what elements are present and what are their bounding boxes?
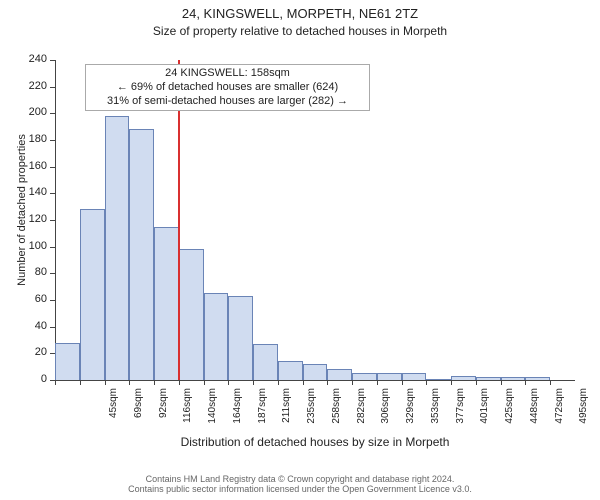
x-tick <box>451 380 452 385</box>
x-tick-label: 472sqm <box>554 388 565 438</box>
x-tick <box>550 380 551 385</box>
x-tick-label: 329sqm <box>405 388 416 438</box>
footer-line2: Contains public sector information licen… <box>0 484 600 494</box>
y-tick <box>50 273 55 274</box>
y-tick-label: 140 <box>15 186 47 198</box>
x-tick <box>154 380 155 385</box>
y-tick-label: 0 <box>15 373 47 385</box>
bar <box>154 227 179 380</box>
x-tick <box>278 380 279 385</box>
x-tick <box>55 380 56 385</box>
bar <box>426 379 451 380</box>
y-tick <box>50 193 55 194</box>
y-tick-label: 20 <box>15 346 47 358</box>
y-tick-label: 160 <box>15 160 47 172</box>
footer-line1: Contains HM Land Registry data © Crown c… <box>0 474 600 484</box>
y-tick-label: 60 <box>15 293 47 305</box>
y-tick-label: 180 <box>15 133 47 145</box>
y-tick <box>50 113 55 114</box>
x-axis-label: Distribution of detached houses by size … <box>55 435 575 449</box>
x-tick-label: 140sqm <box>207 388 218 438</box>
y-tick-label: 240 <box>15 53 47 65</box>
chart-container: 24, KINGSWELL, MORPETH, NE61 2TZ Size of… <box>0 0 600 500</box>
y-tick-label: 220 <box>15 80 47 92</box>
x-tick <box>105 380 106 385</box>
bar <box>278 361 303 380</box>
x-tick-label: 235sqm <box>306 388 317 438</box>
annotation-line1: 24 KINGSWELL: 158sqm <box>90 67 365 81</box>
y-tick <box>50 247 55 248</box>
y-tick <box>50 220 55 221</box>
y-tick <box>50 300 55 301</box>
plot-area: 02040608010012014016018020022024045sqm69… <box>55 60 575 380</box>
bar <box>476 377 501 380</box>
x-tick-label: 425sqm <box>504 388 515 438</box>
x-tick-label: 282sqm <box>356 388 367 438</box>
x-tick <box>204 380 205 385</box>
x-tick <box>129 380 130 385</box>
x-tick-label: 116sqm <box>182 388 193 438</box>
x-tick <box>476 380 477 385</box>
bar <box>377 373 402 380</box>
bar <box>204 293 229 380</box>
x-tick <box>426 380 427 385</box>
bar <box>525 377 550 380</box>
x-tick <box>179 380 180 385</box>
annotation-line3: 31% of semi-detached houses are larger (… <box>90 95 365 109</box>
y-tick <box>50 140 55 141</box>
x-axis <box>55 380 575 381</box>
bar <box>80 209 105 380</box>
x-tick <box>80 380 81 385</box>
y-tick-label: 120 <box>15 213 47 225</box>
y-tick <box>50 327 55 328</box>
y-tick <box>50 60 55 61</box>
bar <box>352 373 377 380</box>
y-tick-label: 80 <box>15 266 47 278</box>
bar <box>105 116 130 380</box>
x-tick-label: 353sqm <box>430 388 441 438</box>
x-tick-label: 92sqm <box>158 388 169 438</box>
x-tick <box>352 380 353 385</box>
bar <box>303 364 328 380</box>
x-tick-label: 377sqm <box>455 388 466 438</box>
y-tick-label: 40 <box>15 320 47 332</box>
x-tick-label: 306sqm <box>380 388 391 438</box>
bar <box>327 369 352 380</box>
y-tick <box>50 167 55 168</box>
title-line2: Size of property relative to detached ho… <box>0 24 600 38</box>
annotation-line2: ← 69% of detached houses are smaller (62… <box>90 81 365 95</box>
y-tick-label: 100 <box>15 240 47 252</box>
x-tick <box>377 380 378 385</box>
x-tick-label: 164sqm <box>232 388 243 438</box>
x-tick-label: 187sqm <box>257 388 268 438</box>
footer: Contains HM Land Registry data © Crown c… <box>0 474 600 494</box>
x-tick <box>327 380 328 385</box>
bar <box>253 344 278 380</box>
x-tick-label: 495sqm <box>578 388 589 438</box>
x-tick <box>525 380 526 385</box>
bar <box>501 377 526 380</box>
bar <box>55 343 80 380</box>
x-tick <box>402 380 403 385</box>
bar <box>228 296 253 380</box>
x-tick-label: 448sqm <box>529 388 540 438</box>
x-tick-label: 45sqm <box>108 388 119 438</box>
bar <box>402 373 427 380</box>
bar <box>129 129 154 380</box>
x-tick <box>303 380 304 385</box>
x-tick <box>501 380 502 385</box>
title-line1: 24, KINGSWELL, MORPETH, NE61 2TZ <box>0 6 600 21</box>
bar <box>451 376 476 380</box>
x-tick <box>253 380 254 385</box>
bar <box>179 249 204 380</box>
annotation-box: 24 KINGSWELL: 158sqm← 69% of detached ho… <box>85 64 370 111</box>
x-tick-label: 401sqm <box>479 388 490 438</box>
y-tick <box>50 87 55 88</box>
x-tick-label: 258sqm <box>331 388 342 438</box>
x-tick <box>228 380 229 385</box>
x-tick-label: 69sqm <box>133 388 144 438</box>
x-tick-label: 211sqm <box>281 388 292 438</box>
y-tick-label: 200 <box>15 106 47 118</box>
y-axis <box>55 60 56 380</box>
